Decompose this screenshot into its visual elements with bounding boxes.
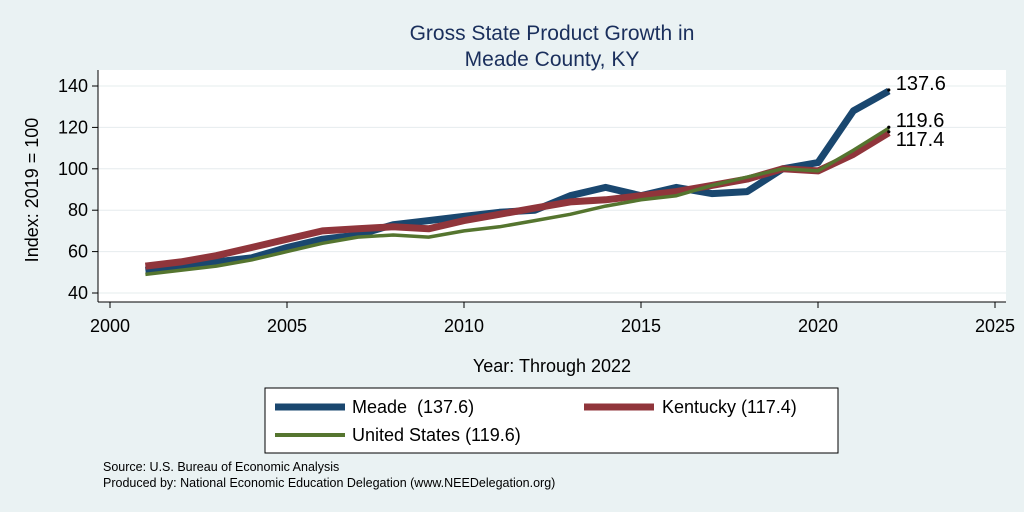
y-axis-label: Index: 2019 = 100 — [22, 118, 42, 263]
source-note: Source: U.S. Bureau of Economic Analysis — [103, 460, 339, 474]
y-tick-label-140: 140 — [58, 76, 88, 96]
x-tick-label-2000: 2000 — [90, 316, 130, 336]
legend-label-united-states: United States (119.6) — [352, 425, 521, 445]
legend-label-meade: Meade (137.6) — [352, 397, 474, 417]
y-tick-label-80: 80 — [68, 200, 88, 220]
x-axis-label: Year: Through 2022 — [473, 356, 631, 376]
x-tick-label-2020: 2020 — [798, 316, 838, 336]
chart-title-line-2: Meade County, KY — [465, 48, 640, 71]
legend-label-kentucky: Kentucky (117.4) — [662, 397, 797, 417]
y-tick-label-40: 40 — [68, 283, 88, 303]
series-line-united-states — [145, 126, 890, 277]
end-marker-united-states — [887, 125, 891, 129]
y-tick-label-60: 60 — [68, 242, 88, 262]
x-axis-ticks: 2000 2005 2010 2015 2020 2025 — [90, 302, 1015, 336]
x-tick-label-2010: 2010 — [444, 316, 484, 336]
legend-box — [264, 387, 839, 454]
end-marker-kentucky — [887, 130, 891, 134]
y-axis-ticks: 40 60 80 100 120 140 — [58, 76, 98, 303]
producer-note: Produced by: National Economic Education… — [103, 476, 555, 490]
y-tick-label-120: 120 — [58, 117, 88, 137]
end-label-meade: 137.6 — [896, 73, 946, 95]
x-tick-label-2015: 2015 — [621, 316, 661, 336]
end-label-united-states: 119.6 — [896, 110, 945, 132]
legend: Meade (137.6) Kentucky (117.4) United St… — [264, 387, 839, 454]
series-lines — [144, 87, 891, 277]
x-tick-label-2005: 2005 — [267, 316, 307, 336]
y-tick-label-100: 100 — [58, 159, 88, 179]
x-tick-label-2025: 2025 — [975, 316, 1015, 336]
chart-title-line-1: Gross State Product Growth in — [410, 22, 695, 45]
end-marker-meade — [887, 88, 891, 92]
end-label-kentucky: 117.4 — [896, 129, 945, 151]
